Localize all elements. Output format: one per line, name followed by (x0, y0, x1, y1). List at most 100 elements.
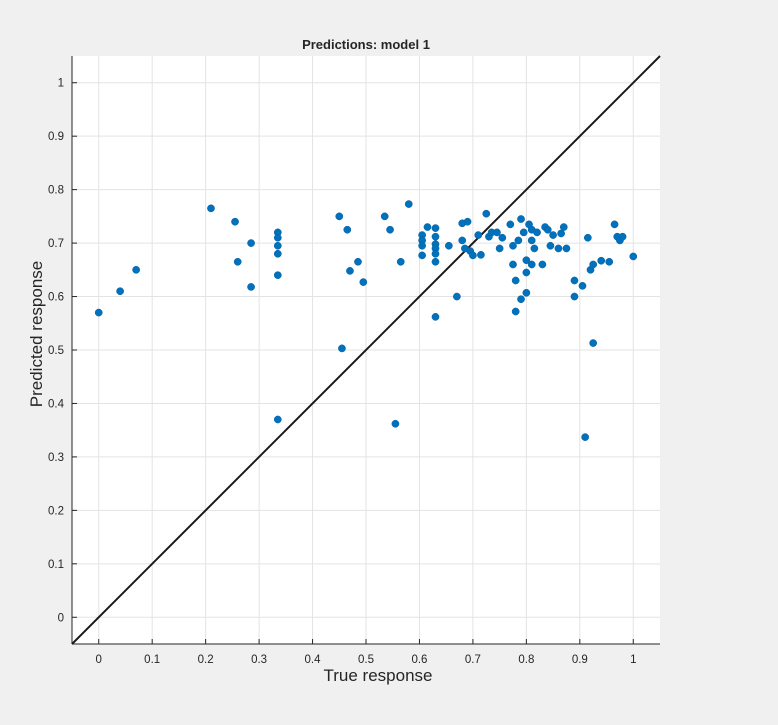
data-point (343, 225, 352, 234)
data-point (538, 260, 547, 269)
y-tick-label: 0.2 (48, 505, 64, 517)
y-tick-label: 0.5 (48, 345, 64, 357)
data-point (94, 308, 103, 317)
x-tick-label: 0.4 (305, 654, 322, 666)
data-point (233, 257, 242, 266)
data-point (549, 231, 557, 239)
y-tick-label: 0.9 (48, 131, 64, 143)
data-point (527, 236, 536, 245)
x-tick-label: 0.5 (358, 654, 374, 666)
x-tick-label: 0.6 (411, 654, 427, 666)
data-point (477, 251, 485, 259)
data-point (589, 260, 598, 269)
y-tick-label: 0.1 (48, 559, 64, 571)
data-point (386, 225, 394, 234)
data-point (132, 265, 140, 274)
data-point (562, 244, 571, 253)
x-tick-label: 0.8 (518, 654, 534, 666)
data-point (247, 239, 255, 247)
y-tick-label: 0.4 (48, 398, 65, 410)
data-point (517, 215, 525, 223)
data-point (346, 267, 354, 275)
data-point (605, 257, 614, 266)
data-point (498, 233, 507, 242)
x-axis-label: True response (324, 666, 433, 685)
data-point (546, 241, 555, 250)
data-point (514, 236, 523, 245)
x-tick-label: 0.1 (144, 654, 160, 666)
x-tick-label: 0.7 (465, 654, 481, 666)
data-point (431, 224, 440, 232)
reference-line (71, 55, 661, 645)
grid (72, 56, 660, 644)
axes (71, 56, 660, 645)
data-point (578, 282, 587, 290)
data-point (629, 252, 638, 261)
data-point (474, 231, 483, 239)
data-point (273, 415, 282, 424)
data-point (495, 244, 504, 253)
data-point (522, 288, 531, 297)
data-point (527, 260, 536, 269)
data-point (431, 257, 440, 266)
data-point (533, 228, 541, 237)
data-point (581, 433, 590, 441)
data-point (396, 257, 405, 266)
y-tick-label: 0.3 (48, 452, 64, 464)
data-point (404, 200, 413, 208)
data-point (482, 209, 491, 218)
data-point (570, 292, 579, 301)
data-point (247, 283, 255, 291)
data-point (445, 241, 453, 250)
y-tick-labels: 0 0.1 0.2 0.3 0.4 0.5 0.6 0.7 0.8 0.9 1 (48, 78, 65, 625)
x-tick-label: 0.3 (251, 654, 267, 666)
data-point (511, 307, 520, 316)
data-point (431, 249, 440, 258)
data-point (589, 339, 598, 347)
y-axis-label: Predicted response (27, 261, 46, 407)
data-point (273, 233, 282, 242)
data-point (522, 268, 531, 277)
data-point (530, 244, 539, 253)
data-point (418, 241, 426, 250)
data-point (597, 256, 606, 265)
data-point (517, 295, 525, 304)
data-point (453, 292, 461, 301)
data-point (493, 228, 501, 237)
data-point (380, 212, 389, 221)
data-point (418, 251, 426, 260)
data-point (469, 251, 477, 260)
data-point (231, 217, 239, 226)
data-point (570, 276, 579, 285)
data-point (559, 223, 568, 231)
data-point (554, 244, 563, 253)
data-point (519, 228, 528, 237)
x-tick-labels: 0 0.1 0.2 0.3 0.4 0.5 0.6 0.7 0.8 0.9 1 (96, 654, 637, 666)
x-tick-label: 0 (96, 654, 102, 666)
data-point (509, 241, 517, 250)
data-point (431, 232, 440, 241)
data-point (273, 271, 282, 280)
data-point (116, 287, 124, 296)
data-point (335, 212, 344, 221)
data-point (391, 419, 400, 428)
data-point (338, 344, 346, 353)
x-tick-label: 0.2 (198, 654, 214, 666)
data-point (458, 236, 467, 245)
data-point (543, 225, 552, 234)
data-point (506, 220, 515, 229)
data-point (207, 204, 215, 213)
data-point (359, 278, 368, 286)
data-point (583, 233, 592, 242)
data-point (522, 256, 531, 265)
x-tick-label: 1 (630, 654, 636, 666)
data-point (509, 260, 517, 269)
y-tick-label: 0.7 (48, 238, 64, 250)
data-point (463, 217, 472, 226)
data-point (511, 276, 520, 285)
x-tick-label: 0.9 (572, 654, 588, 666)
data-point (273, 249, 282, 258)
chart-title: Predictions: model 1 (302, 37, 430, 52)
data-point (273, 241, 282, 250)
